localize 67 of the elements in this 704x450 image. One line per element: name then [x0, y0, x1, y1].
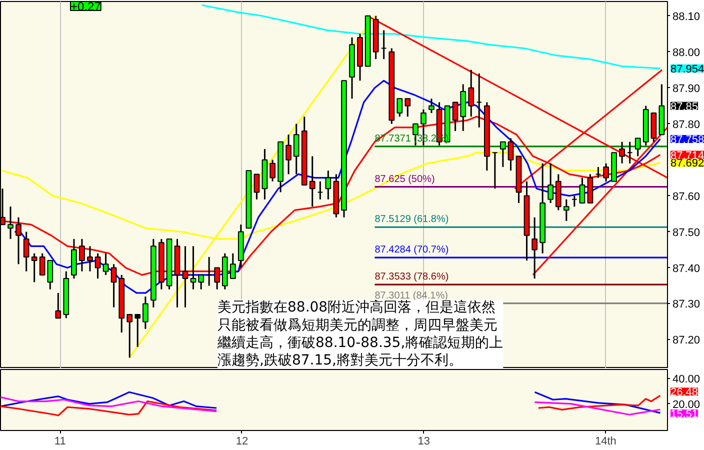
candlestick: [476, 72, 482, 128]
x-tick-label: 13: [418, 436, 430, 448]
data-label: 87.758: [670, 134, 704, 146]
candlestick: [55, 292, 62, 319]
x-tick-label: 12: [236, 436, 248, 448]
candlestick: [190, 245, 196, 290]
candlestick: [309, 155, 316, 208]
data-label: 15.51: [670, 408, 698, 421]
candlestick: [126, 314, 133, 358]
y-tick-label: 87.80: [672, 118, 700, 131]
y-tick-label: 88.00: [672, 46, 700, 59]
candlestick: [428, 98, 434, 114]
y-tick-label: 87.90: [672, 82, 700, 95]
annotation: 美元指數在88.08附近沖高回落，但是這依然只能被看做爲短期美元的調整，周四早盤美元繼續走高，衝破88.10-88.35,將確認短期的上漲趨勢,跌破87.15,將對美元十分不利。: [216, 300, 504, 368]
candlestick: [8, 206, 14, 240]
candlestick: [563, 198, 570, 222]
candlestick: [571, 195, 578, 208]
candlestick: [595, 166, 602, 179]
candlestick: [603, 162, 609, 182]
candlestick: [254, 173, 260, 200]
candlestick: [626, 141, 633, 164]
candlestick: [634, 137, 641, 157]
line-series: [201, 4, 662, 70]
candlestick: [396, 98, 403, 118]
y-tick-label: 87.20: [672, 334, 700, 347]
text: 87.85: [670, 100, 698, 113]
candlestick: [325, 170, 332, 200]
y-tick-label: 87.30: [672, 298, 700, 311]
candlestick: [87, 245, 93, 272]
candlestick: [500, 141, 506, 168]
data-label: 87.692: [670, 158, 704, 170]
candlestick: [579, 177, 586, 204]
y-tick-label: 40.00: [672, 373, 700, 386]
data-label: 87.954: [670, 63, 704, 76]
candlestick: [404, 98, 411, 118]
candlestick: [230, 252, 236, 280]
candlestick: [293, 123, 300, 175]
candlestick: [102, 252, 109, 276]
data-label: 87.3533 (78.6%): [374, 272, 449, 283]
x-tick-label: 11: [54, 436, 66, 448]
data-label: 87.4284 (70.7%): [374, 244, 449, 256]
candlestick: [270, 159, 276, 182]
candlestick: [16, 216, 22, 265]
candlestick: [198, 274, 204, 290]
x-tick-label: 14th: [594, 436, 616, 448]
candlestick: [619, 141, 625, 164]
candlestick: [39, 252, 46, 276]
candlestick: [317, 180, 324, 200]
y-tick-label: 87.60: [672, 190, 700, 203]
candlestick: [286, 134, 292, 175]
candlestick: [79, 238, 85, 272]
data-label: 87.5129 (61.8%): [374, 214, 449, 226]
candlestick: [31, 252, 38, 283]
candlestick: [380, 30, 387, 60]
candlestick: [548, 162, 554, 204]
candlestick: [134, 314, 141, 348]
y-tick-label: 88.10: [672, 10, 700, 23]
y-tick-label: 87.40: [672, 262, 700, 275]
candlestick: [492, 152, 498, 190]
candlestick: [47, 260, 54, 290]
candlestick: [508, 137, 514, 172]
candlestick: [23, 231, 30, 272]
candlestick: [110, 263, 117, 308]
y-tick-label: 20.00: [672, 398, 700, 411]
y-tick-label: 87.50: [672, 226, 700, 239]
candlestick: [142, 296, 148, 330]
candlestick: [206, 256, 212, 286]
